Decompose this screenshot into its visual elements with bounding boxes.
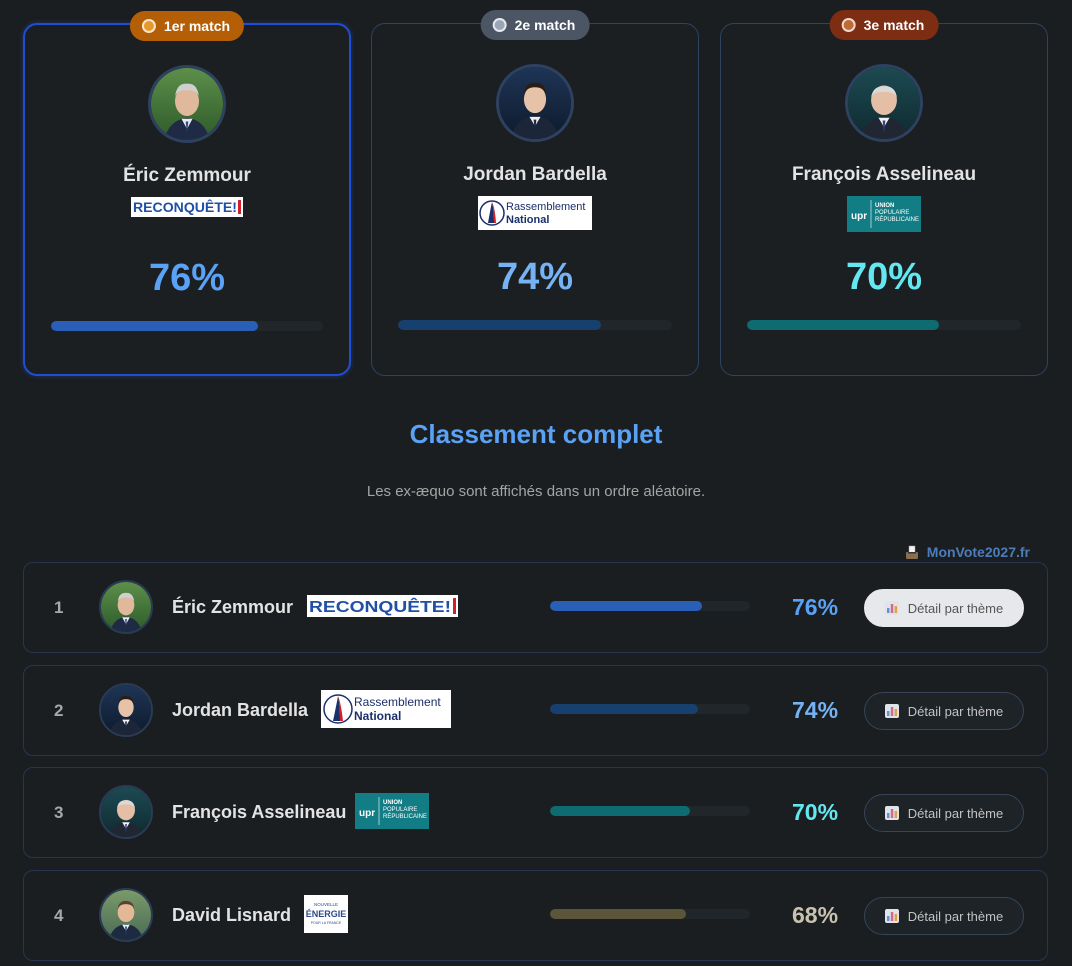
bar-chart-icon	[884, 909, 899, 923]
avatar	[99, 888, 153, 942]
detail-button-label: Détail par thème	[907, 805, 1004, 821]
rank-badge: 2e match	[480, 10, 590, 40]
silver-medal-icon	[492, 18, 507, 32]
bar-chart-icon	[884, 601, 899, 615]
party-logo: RECONQUÊTE!	[307, 594, 458, 621]
svg-text:UNION: UNION	[383, 800, 402, 806]
party-logo: upr UNION POPULAIRE RÉPUBLICAINE	[847, 196, 921, 236]
match-percentage: 76%	[792, 594, 839, 620]
svg-text:Rassemblement: Rassemblement	[506, 201, 585, 213]
section-subtitle: Les ex-æquo sont affichés dans un ordre …	[366, 483, 706, 500]
match-percentage: 76%	[148, 257, 226, 299]
avatar	[148, 65, 226, 143]
bronze-medal-icon	[841, 18, 856, 32]
match-progress-bar	[550, 909, 750, 919]
rank-badge: 1er match	[129, 11, 245, 41]
match-progress-fill	[550, 806, 690, 816]
avatar	[99, 683, 153, 737]
candidate-name: David Lisnard	[172, 905, 292, 925]
detail-by-theme-button[interactable]: Détail par thème	[864, 692, 1024, 730]
avatar	[99, 580, 153, 634]
detail-button-label: Détail par thème	[907, 703, 1004, 719]
match-progress-fill	[550, 601, 702, 611]
detail-by-theme-button[interactable]: Détail par thème	[864, 589, 1024, 627]
candidate-name: François Asselineau	[791, 164, 977, 185]
rank-number: 4	[54, 905, 64, 925]
svg-text:NOUVELLE: NOUVELLE	[314, 902, 338, 907]
ranking-row[interactable]: 3 François Asselineau upr UNION POPULAIR…	[23, 767, 1048, 858]
match-percentage: 74%	[792, 697, 839, 723]
svg-text:upr: upr	[359, 808, 375, 819]
party-logo: RECONQUÊTE!	[131, 197, 243, 221]
avatar	[99, 785, 153, 839]
party-logo: NOUVELLE ÉNERGIE POUR LA FRANCE	[304, 894, 348, 937]
svg-text:RECONQUÊTE!: RECONQUÊTE!	[133, 198, 237, 215]
rank-badge-label: 2e match	[514, 17, 576, 33]
svg-text:POPULAIRE: POPULAIRE	[875, 210, 909, 216]
svg-text:RECONQUÊTE!: RECONQUÊTE!	[309, 597, 451, 616]
match-progress-bar	[550, 704, 750, 714]
podium-card-second[interactable]: 2e match Jordan Bardella Rassemblement N…	[371, 10, 699, 376]
section-title: Classement complet	[409, 419, 663, 449]
avatar	[496, 64, 574, 142]
svg-text:RÉPUBLICAINE: RÉPUBLICAINE	[875, 216, 919, 223]
candidate-name: Jordan Bardella	[463, 164, 607, 185]
detail-button-label: Détail par thème	[907, 600, 1004, 616]
ranking-row[interactable]: 4 David Lisnard NOUVELLE ÉNERGIE POUR LA…	[23, 870, 1048, 961]
ranking-row[interactable]: 1 Éric Zemmour RECONQUÊTE! 76% Détail pa…	[23, 562, 1048, 653]
rank-badge-label: 1er match	[163, 18, 231, 34]
match-percentage: 68%	[792, 902, 839, 928]
podium-card-third[interactable]: 3e match François Asselineau upr UNION P…	[720, 10, 1048, 376]
match-progress-fill	[550, 909, 686, 919]
match-percentage: 70%	[792, 799, 839, 825]
match-progress-fill	[51, 321, 258, 331]
party-logo: upr UNION POPULAIRE RÉPUBLICAINE	[355, 792, 429, 833]
svg-text:National: National	[354, 709, 401, 723]
svg-text:National: National	[506, 214, 549, 226]
gold-medal-icon	[141, 19, 156, 33]
detail-button-label: Détail par thème	[907, 908, 1004, 924]
match-progress-bar	[550, 601, 750, 611]
match-percentage: 70%	[845, 256, 923, 298]
party-logo: Rassemblement National	[478, 196, 592, 234]
svg-text:POPULAIRE: POPULAIRE	[383, 807, 417, 813]
rank-number: 1	[54, 597, 64, 617]
match-progress-fill	[747, 320, 939, 330]
svg-text:POUR LA FRANCE: POUR LA FRANCE	[311, 921, 342, 925]
rank-badge-label: 3e match	[863, 17, 925, 33]
brand-label: MonVote2027.fr	[926, 544, 1030, 560]
match-progress-bar	[51, 321, 323, 331]
match-percentage: 74%	[496, 256, 574, 298]
svg-text:UNION: UNION	[875, 203, 894, 209]
podium: 1er match Éric Zemmour RECONQUÊTE! 76%	[0, 0, 1072, 380]
match-progress-fill	[398, 320, 601, 330]
ranking-row[interactable]: 2 Jordan Bardella Rassemblement National…	[23, 665, 1048, 756]
podium-card-first[interactable]: 1er match Éric Zemmour RECONQUÊTE! 76%	[23, 11, 351, 376]
rank-number: 2	[54, 700, 64, 720]
svg-text:upr: upr	[851, 211, 867, 222]
svg-text:ÉNERGIE: ÉNERGIE	[306, 909, 347, 919]
detail-by-theme-button[interactable]: Détail par thème	[864, 897, 1024, 935]
party-logo: Rassemblement National	[321, 689, 451, 732]
rank-number: 3	[54, 802, 64, 822]
candidate-name: François Asselineau	[172, 802, 347, 822]
candidate-name: Éric Zemmour	[123, 165, 251, 186]
svg-text:RÉPUBLICAINE: RÉPUBLICAINE	[383, 813, 427, 820]
avatar	[845, 64, 923, 142]
rank-badge: 3e match	[829, 10, 939, 40]
bar-chart-icon	[884, 704, 899, 718]
candidate-name: Jordan Bardella	[172, 700, 309, 720]
candidate-name: Éric Zemmour	[172, 597, 294, 617]
match-progress-bar	[550, 806, 750, 816]
match-progress-bar	[747, 320, 1021, 330]
svg-text:Rassemblement: Rassemblement	[354, 695, 441, 709]
match-progress-fill	[550, 704, 698, 714]
match-progress-bar	[398, 320, 672, 330]
ballot-box-icon	[905, 545, 918, 559]
detail-by-theme-button[interactable]: Détail par thème	[864, 794, 1024, 832]
brand-link[interactable]: MonVote2027.fr	[904, 544, 1030, 560]
bar-chart-icon	[884, 806, 899, 820]
